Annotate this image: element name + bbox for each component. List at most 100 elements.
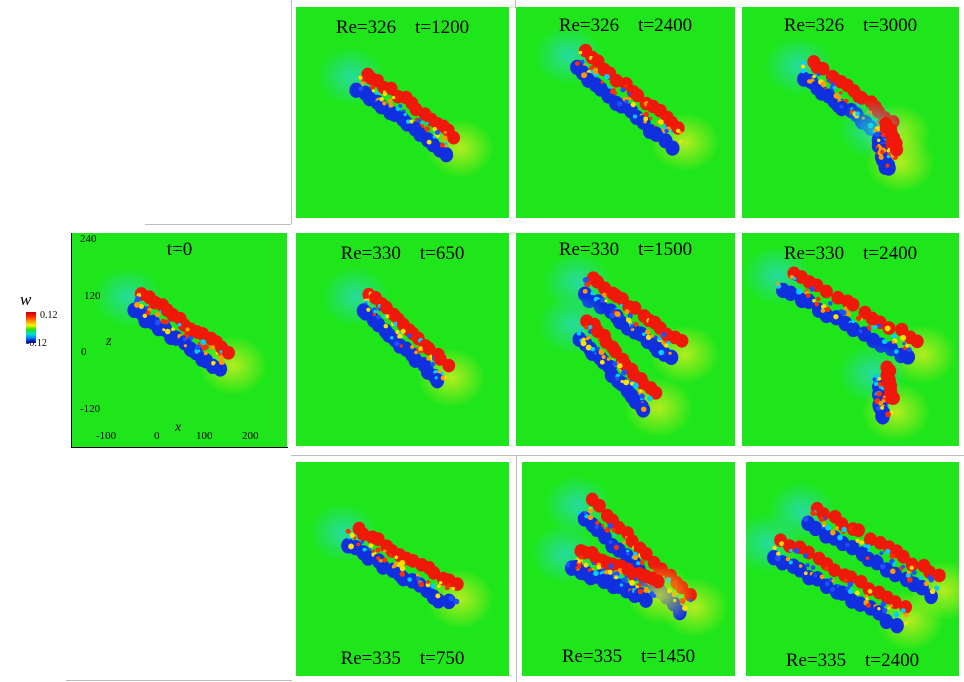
speckle	[627, 92, 631, 96]
speckle	[639, 389, 643, 393]
speckle	[911, 570, 917, 576]
field-plot	[746, 481, 959, 651]
speckle	[406, 333, 412, 338]
speckle	[796, 288, 803, 295]
speckle	[382, 101, 387, 106]
speckle	[590, 291, 595, 296]
speckle	[387, 98, 393, 103]
speckle	[426, 580, 431, 584]
blob	[639, 592, 653, 608]
x-axis-line	[71, 447, 288, 448]
speckle	[668, 351, 672, 355]
speckle	[356, 542, 361, 547]
speckle	[805, 293, 811, 298]
speckle	[632, 382, 639, 389]
speckle	[812, 74, 816, 79]
speckle	[407, 577, 412, 582]
blob	[846, 297, 860, 312]
speckle	[639, 560, 645, 566]
speckle	[430, 361, 436, 367]
speckle	[375, 547, 381, 553]
speckle	[877, 138, 881, 142]
speckle	[360, 81, 365, 86]
speckle	[772, 545, 777, 550]
speckle	[392, 95, 396, 100]
speckle	[776, 282, 780, 286]
blob	[447, 130, 461, 145]
speckle	[434, 129, 441, 136]
speckle	[348, 543, 354, 550]
speckle	[613, 544, 619, 551]
speckle	[391, 565, 396, 569]
speckle	[607, 523, 614, 529]
speckle	[906, 347, 912, 353]
speckle	[815, 296, 821, 302]
blob	[828, 563, 841, 578]
speckle	[358, 75, 363, 80]
speckle	[865, 556, 870, 561]
speckle	[847, 588, 854, 594]
speckle	[830, 529, 836, 536]
speckle	[630, 101, 636, 108]
speckle	[382, 91, 388, 97]
speckle	[395, 106, 401, 112]
speckle	[639, 393, 645, 399]
speckle	[887, 606, 891, 610]
speckle	[177, 322, 182, 327]
speckle	[200, 339, 207, 346]
speckle	[574, 61, 580, 66]
speckle	[845, 542, 850, 548]
speckle	[884, 325, 891, 332]
speckle	[584, 513, 589, 519]
speckle	[442, 135, 448, 141]
speckle	[635, 585, 639, 589]
speckle	[603, 74, 610, 80]
speckle	[624, 99, 629, 104]
blob	[639, 547, 653, 561]
speckle	[629, 579, 636, 586]
speckle	[902, 342, 906, 346]
speckle	[859, 540, 864, 545]
y-tick: 0	[81, 346, 87, 358]
speckle	[437, 369, 442, 374]
speckle	[647, 395, 653, 402]
speckle	[365, 300, 369, 304]
field-plot	[763, 36, 936, 193]
field-plot	[317, 47, 495, 178]
speckle	[822, 521, 827, 526]
speckle	[810, 565, 816, 570]
speckle	[582, 288, 588, 294]
legend-max: 0.12	[40, 310, 58, 321]
speckle	[621, 369, 628, 376]
speckle	[203, 351, 208, 356]
field-plot	[530, 474, 729, 638]
speckle	[611, 528, 616, 532]
speckle	[634, 577, 638, 582]
speckle	[185, 327, 190, 332]
speckle	[616, 101, 623, 107]
speckle	[832, 85, 837, 90]
speckle	[803, 553, 809, 559]
speckle	[604, 299, 608, 303]
speckle	[620, 87, 626, 93]
speckle	[195, 344, 201, 350]
separator	[145, 224, 291, 225]
speckle	[607, 569, 613, 575]
blob	[593, 498, 606, 513]
blob	[422, 341, 436, 356]
blob	[879, 613, 894, 630]
speckle	[388, 553, 393, 557]
speckle	[345, 528, 351, 534]
speckle	[906, 570, 911, 575]
speckle	[830, 586, 836, 592]
blob	[819, 284, 833, 299]
speckle	[577, 510, 581, 515]
speckle	[182, 337, 187, 342]
speckle	[885, 163, 890, 168]
speckle	[596, 564, 602, 570]
speckle	[928, 577, 934, 583]
speckle	[903, 612, 909, 618]
speckle	[868, 327, 872, 331]
speckle	[909, 565, 914, 570]
blob	[442, 358, 456, 373]
